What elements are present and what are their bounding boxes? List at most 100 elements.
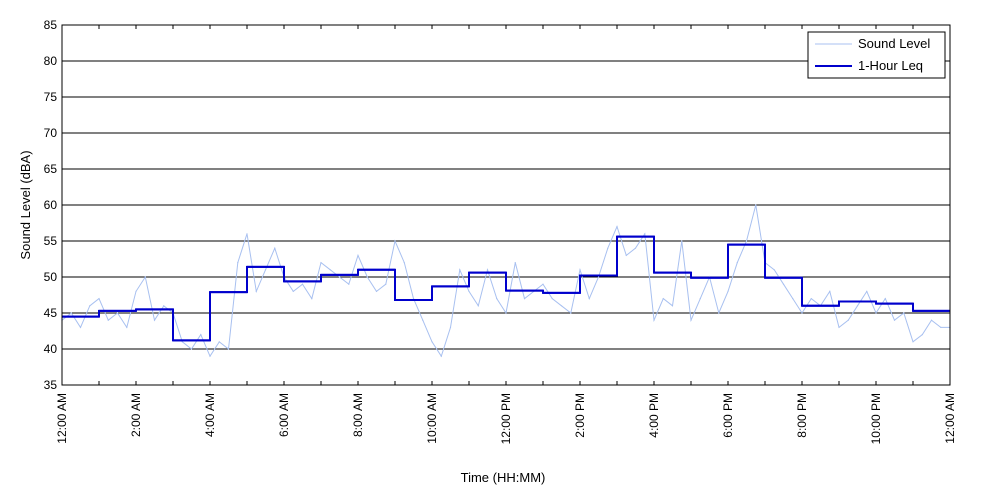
sound-level-point (782, 283, 785, 285)
x-tick-label: 4:00 PM (647, 393, 661, 438)
sound-level-point (560, 305, 563, 307)
sound-level-point (662, 298, 664, 300)
sound-level-point (773, 269, 775, 271)
y-tick-label: 40 (44, 342, 58, 356)
sound-level-point (625, 254, 627, 256)
sound-level-point (477, 305, 479, 307)
sound-level-point (70, 312, 72, 314)
sound-level-point (366, 276, 368, 278)
y-tick-label: 70 (44, 126, 58, 140)
x-tick-label: 2:00 PM (573, 393, 587, 438)
sound-level-point (579, 269, 581, 271)
sound-level-point (264, 269, 267, 271)
sound-level-point (440, 355, 442, 357)
sound-level-point (320, 262, 322, 264)
x-tick-label: 8:00 AM (351, 393, 365, 437)
sound-level-point (847, 319, 849, 321)
sound-level-point (893, 319, 896, 321)
sound-level-point (348, 283, 350, 285)
sound-level-point (98, 298, 100, 300)
sound-level-point (718, 312, 720, 314)
x-tick-label: 2:00 AM (129, 393, 143, 437)
sound-level-point (459, 269, 461, 271)
x-tick-label: 12:00 PM (499, 393, 513, 444)
y-axis-title: Sound Level (dBA) (18, 150, 33, 259)
y-tick-labels: 35 40 45 50 55 60 65 70 75 80 85 (44, 18, 58, 392)
sound-level-point (634, 247, 637, 249)
legend-label-sound-level: Sound Level (858, 36, 930, 51)
sound-level-point (301, 283, 304, 285)
sound-level-point (385, 283, 387, 285)
sound-level-point (542, 283, 544, 285)
sound-level-point (403, 262, 405, 264)
sound-level-point (644, 233, 646, 235)
sound-level-point (218, 341, 220, 343)
legend-box (807, 31, 946, 79)
sound-level-point (181, 341, 183, 343)
sound-level-point (357, 254, 359, 256)
sound-level-point (607, 247, 609, 249)
sound-level-point (671, 305, 674, 307)
x-tick-label: 12:00 AM (55, 393, 69, 444)
sound-level-point (153, 319, 156, 321)
sound-level-point (144, 276, 146, 278)
sound-level-point (394, 240, 396, 242)
sound-level-point (126, 326, 128, 328)
sound-level-point (237, 262, 239, 264)
sound-level-point (829, 290, 831, 292)
x-tick-label: 10:00 PM (869, 393, 883, 444)
sound-level-point (801, 312, 803, 314)
sound-level-point (597, 276, 600, 278)
sound-level-point (496, 298, 498, 300)
sound-level-point (412, 298, 415, 300)
legend: Sound Level 1-Hour Leq (807, 31, 946, 79)
sound-level-point (690, 319, 692, 321)
sound-level-point (468, 290, 470, 292)
x-tick-label: 6:00 AM (277, 393, 291, 437)
sound-level-point (699, 298, 701, 300)
sound-level-point (135, 290, 137, 292)
y-tick-label: 65 (44, 162, 58, 176)
sound-level-point (912, 341, 914, 343)
x-tick-label: 10:00 AM (425, 393, 439, 444)
sound-level-point (431, 341, 433, 343)
sound-level-point (588, 298, 590, 300)
sound-level-point (505, 312, 507, 314)
sound-level-point (736, 262, 738, 264)
sound-level-point (246, 233, 248, 235)
sound-level-point (940, 326, 942, 328)
sound-level-point (810, 298, 812, 300)
y-tick-label: 45 (44, 306, 58, 320)
sound-level-point (107, 319, 109, 321)
sound-level-point (523, 298, 526, 300)
sound-level-point (653, 319, 655, 321)
sound-level-point (792, 298, 794, 300)
x-tick-label: 6:00 PM (721, 393, 735, 438)
sound-level-point (884, 298, 886, 300)
sound-level-point (745, 240, 748, 242)
y-tick-label: 55 (44, 234, 58, 248)
series-1-hour-leq (62, 235, 950, 342)
sound-level-point (616, 226, 618, 228)
sound-level-point (338, 276, 341, 278)
sound-level-point (921, 334, 923, 336)
sound-level-point (329, 269, 331, 271)
series-sound-level (61, 204, 951, 358)
y-tick-label: 80 (44, 54, 58, 68)
sound-level-point (856, 305, 859, 307)
sound-level-point (422, 319, 424, 321)
sound-level-point (514, 262, 516, 264)
y-tick-label: 60 (44, 198, 58, 212)
leq-step-line (62, 235, 950, 342)
y-tick-label: 50 (44, 270, 58, 284)
y-tick-label: 85 (44, 18, 58, 32)
sound-level-point (89, 305, 91, 307)
sound-level-point (190, 348, 193, 350)
sound-level-point (486, 269, 489, 271)
sound-level-point (866, 290, 868, 292)
sound-level-point (209, 355, 211, 357)
sound-level-point (727, 290, 729, 292)
y-tick-label: 75 (44, 90, 58, 104)
sound-level-point (838, 326, 840, 328)
